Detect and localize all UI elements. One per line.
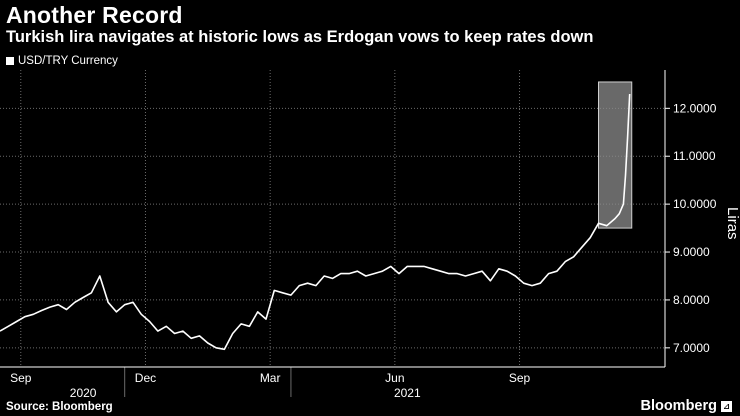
chart-subtitle: Turkish lira navigates at historic lows … — [6, 28, 594, 46]
series-line — [0, 93, 631, 351]
y-tick-label: 11.0000 — [673, 149, 716, 163]
x-tick-label: Mar — [260, 371, 281, 385]
y-tick-label: 7.0000 — [673, 341, 710, 355]
x-tick-label: Jun — [385, 371, 404, 385]
year-label: 2021 — [394, 386, 421, 400]
y-tick-label: 12.0000 — [673, 101, 717, 115]
brand-logo: Bloomberg ⊿ — [640, 398, 732, 414]
source-note: Source: Bloomberg — [6, 401, 113, 413]
y-tick-label: 10.0000 — [673, 197, 717, 211]
y-tick-label: 9.0000 — [673, 245, 710, 259]
brand-name: Bloomberg — [640, 398, 717, 414]
bloomberg-logo-icon: ⊿ — [721, 400, 732, 412]
x-tick-label: Sep — [10, 371, 32, 385]
x-tick-label: Sep — [509, 371, 531, 385]
legend-swatch — [6, 57, 14, 65]
legend-label: USD/TRY Currency — [18, 55, 118, 67]
year-label: 2020 — [70, 386, 97, 400]
y-tick-label: 8.0000 — [673, 293, 710, 307]
y-axis-label: Liras — [724, 207, 740, 240]
chart-title: Another Record — [6, 2, 183, 28]
legend: USD/TRY Currency — [6, 55, 118, 67]
x-tick-label: Dec — [135, 371, 156, 385]
